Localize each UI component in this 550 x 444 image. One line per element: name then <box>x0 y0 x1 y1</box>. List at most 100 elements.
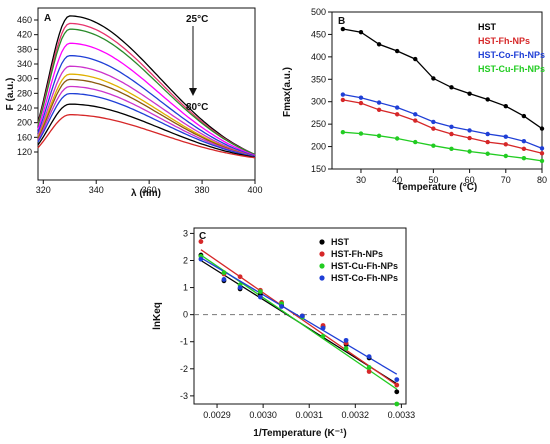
panel-c-letter: C <box>199 231 206 242</box>
spectrum-curve-10 <box>37 92 256 158</box>
data-point <box>467 149 472 154</box>
temperature-arrowhead <box>189 88 197 96</box>
y-tick-label: 240 <box>17 103 32 113</box>
y-tick-label: 400 <box>311 52 326 62</box>
panel-a: A 320 340 360 380 400 120 160 200 240 280 300 340 38… <box>5 7 263 199</box>
y-tick-label: 1 <box>183 283 188 293</box>
data-point <box>376 42 382 47</box>
data-point <box>394 48 400 54</box>
data-point <box>358 29 364 35</box>
data-point <box>394 112 400 117</box>
y-tick-label: 350 <box>311 74 326 84</box>
x-tick-label: 30 <box>356 175 366 185</box>
spectrum-curve-8 <box>37 78 256 158</box>
panel-b-letter: B <box>338 16 345 27</box>
data-point <box>431 143 436 148</box>
y-tick-label: 3 <box>183 228 188 238</box>
data-point <box>413 118 418 123</box>
data-point <box>394 401 400 407</box>
y-tick-label: -3 <box>180 391 188 401</box>
legend-entry: HST-Co-Fh-NPs <box>478 50 545 60</box>
data-point <box>521 146 527 152</box>
y-tick-label: 300 <box>17 74 32 84</box>
series-line-2 <box>342 99 543 154</box>
data-point <box>521 113 527 119</box>
data-point <box>539 146 545 151</box>
data-point <box>394 382 400 388</box>
data-point <box>394 105 400 110</box>
temp-start-annotation: 25°C <box>186 14 208 25</box>
spectrum-curve-6 <box>37 65 256 158</box>
data-point <box>320 325 326 331</box>
data-point <box>279 304 284 309</box>
data-point <box>413 56 418 62</box>
data-point <box>539 151 545 156</box>
temp-end-annotation: 80°C <box>186 102 208 113</box>
spectrum-curve-5 <box>37 54 256 157</box>
data-point <box>521 156 527 161</box>
series-line-4 <box>342 131 543 162</box>
x-tick-label: 0.0032 <box>342 410 370 420</box>
y-tick-label: -2 <box>180 364 188 374</box>
x-tick-label: 50 <box>428 175 438 185</box>
x-tick-label: 360 <box>142 185 157 195</box>
data-point <box>340 130 346 135</box>
fit-line-4 <box>200 257 398 375</box>
panel-b-ylabel: Fmax(a.u.) <box>282 67 293 117</box>
data-point <box>221 270 227 276</box>
y-tick-label: 200 <box>311 142 326 152</box>
data-point <box>358 95 364 100</box>
data-point <box>320 333 326 339</box>
y-tick-label: 380 <box>17 44 32 54</box>
spectrum-curve-2 <box>37 22 256 156</box>
data-point <box>343 337 349 343</box>
data-point <box>366 369 372 374</box>
legend-marker <box>319 251 325 257</box>
x-tick-label: 0.0030 <box>249 410 277 420</box>
panel-c-xlabel: 1/Temperature (K⁻¹) <box>253 428 346 439</box>
legend-entry: HST-Fh-NPs <box>331 249 383 259</box>
series-line-1 <box>342 28 543 130</box>
legend-marker <box>319 239 325 245</box>
data-point <box>467 91 472 96</box>
data-point <box>467 128 472 133</box>
data-point <box>366 365 372 370</box>
panel-b-xlabel: Temperature (°C) <box>397 182 478 193</box>
data-point <box>198 239 204 244</box>
data-point <box>485 131 490 137</box>
panel-c-ylabel: lnKeq <box>152 302 163 330</box>
spectrum-curve-4 <box>37 42 256 157</box>
data-point <box>413 139 418 145</box>
data-point <box>449 124 454 130</box>
data-point <box>237 274 243 280</box>
y-tick-label: 450 <box>311 29 326 39</box>
data-point <box>394 136 400 141</box>
y-tick-label: 2 <box>183 255 188 265</box>
data-point <box>485 151 490 156</box>
y-tick-label: 120 <box>17 147 32 157</box>
panel-a-ylabel: F (a.u.) <box>5 78 16 111</box>
y-tick-label: 420 <box>17 30 32 40</box>
y-tick-label: 500 <box>311 7 326 17</box>
data-point <box>521 138 527 144</box>
panel-a-xlabel: λ (nm) <box>131 188 161 199</box>
spectrum-curve-3 <box>37 28 256 156</box>
data-point <box>237 285 243 290</box>
data-point <box>198 256 204 262</box>
legend-entry: HST-Cu-Fh-NPs <box>478 64 545 74</box>
data-point <box>431 119 436 125</box>
legend-entry: HST <box>478 22 497 32</box>
legend-entry: HST-Cu-Fh-NPs <box>331 261 398 271</box>
spectrum-curve-11 <box>37 103 256 158</box>
data-point <box>257 294 263 300</box>
y-tick-label: 250 <box>311 119 326 129</box>
data-point <box>366 354 372 360</box>
y-tick-label: 460 <box>17 15 32 25</box>
x-tick-label: 400 <box>247 185 262 195</box>
x-tick-label: 80 <box>537 175 547 185</box>
x-tick-label: 0.0029 <box>203 410 231 420</box>
x-tick-label: 70 <box>501 175 511 185</box>
data-point <box>358 131 364 136</box>
y-tick-label: 160 <box>17 132 32 142</box>
legend-entry: HST <box>331 237 350 247</box>
